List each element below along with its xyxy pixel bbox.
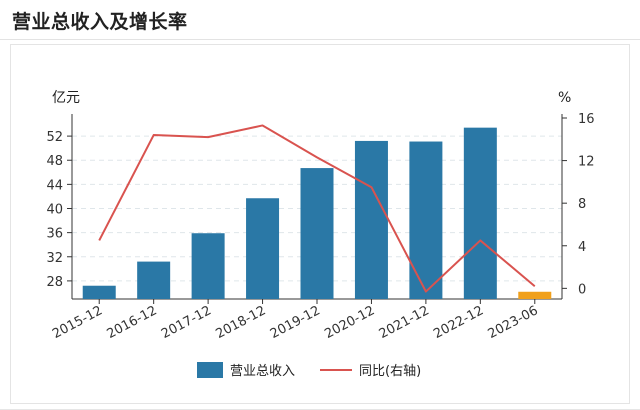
- legend-line-label: 同比(右轴): [359, 364, 421, 379]
- x-tick-label: 2020-12: [322, 303, 377, 342]
- legend-bar-label: 营业总收入: [230, 364, 295, 379]
- bar-2016-12: [137, 261, 171, 299]
- right-tick-label: 0: [578, 282, 586, 297]
- left-tick-label: 36: [46, 227, 63, 242]
- right-tick-label: 4: [578, 240, 586, 255]
- bar-2018-12: [246, 198, 280, 299]
- panel-header: 营业总收入及增长率: [0, 0, 640, 40]
- x-tick-label: 2015-12: [50, 303, 105, 342]
- bar-2021-12: [409, 141, 443, 299]
- chart-title: 营业总收入及增长率: [12, 11, 188, 33]
- right-tick-label: 16: [578, 112, 595, 127]
- right-tick-label: 8: [578, 197, 586, 212]
- left-axis-unit: 亿元: [52, 90, 80, 106]
- left-tick-label: 32: [46, 251, 63, 266]
- left-tick-label: 28: [46, 275, 63, 290]
- x-tick-label: 2022-12: [431, 303, 486, 342]
- bar-2017-12: [191, 233, 225, 299]
- bar-2019-12: [300, 168, 334, 299]
- left-tick-label: 44: [46, 178, 63, 193]
- legend-bar-swatch: [197, 362, 223, 378]
- x-tick-label: 2018-12: [213, 303, 268, 342]
- x-tick-label: 2016-12: [105, 303, 160, 342]
- x-tick-label: 2021-12: [377, 303, 432, 342]
- x-tick-label: 2023-06: [486, 303, 541, 342]
- left-tick-label: 40: [46, 203, 63, 218]
- bar-2015-12: [82, 285, 116, 299]
- left-tick-label: 48: [46, 154, 63, 169]
- bar-2020-12: [354, 140, 388, 299]
- bar-2022-12: [463, 127, 497, 299]
- bar-2023-06: [518, 291, 552, 299]
- right-tick-label: 12: [578, 155, 595, 170]
- x-tick-label: 2019-12: [268, 303, 323, 342]
- left-tick-label: 52: [46, 130, 63, 145]
- x-tick-label: 2017-12: [159, 303, 214, 342]
- right-axis-unit: %: [558, 90, 571, 106]
